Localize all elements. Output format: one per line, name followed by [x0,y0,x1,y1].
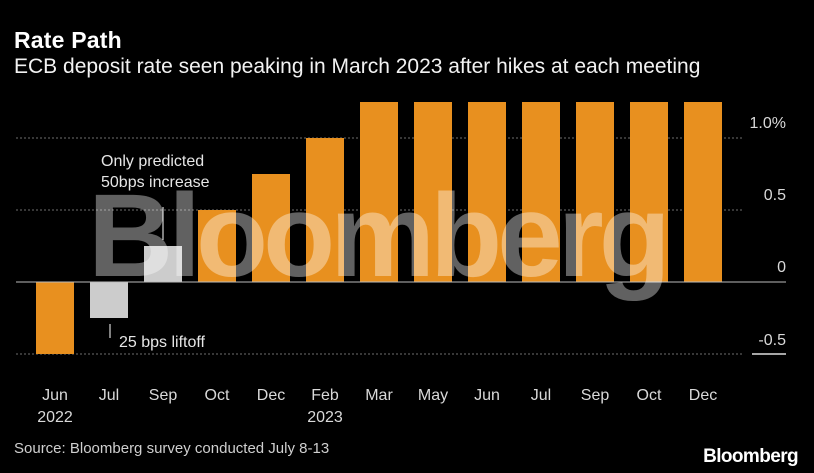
x-year-label: 2022 [37,409,73,426]
bar [90,282,128,318]
bar [684,102,722,282]
bar [630,102,668,282]
bar [306,138,344,282]
x-tick-label: Jul [99,387,119,404]
x-tick-label: Dec [689,387,717,404]
x-tick-label: Mar [365,387,393,404]
bar [522,102,560,282]
chart-subtitle: ECB deposit rate seen peaking in March 2… [14,55,701,78]
chart-title: Rate Path [14,27,122,53]
annotation-increase-line1: Only predicted [101,153,204,170]
x-tick-label: Dec [257,387,285,404]
annotation-increase-line2: 50bps increase [101,174,210,191]
x-tick-label: Jul [531,387,551,404]
bloomberg-logo: Bloomberg [703,446,798,467]
x-tick-label: Jun [474,387,500,404]
bar [414,102,452,282]
x-tick-label: Oct [205,387,230,404]
bar [360,102,398,282]
source-note: Source: Bloomberg survey conducted July … [14,440,330,457]
y-tick-label: -0.5 [758,332,786,349]
bar [576,102,614,282]
y-tick-label: 0.5 [764,187,786,204]
bar [198,210,236,282]
x-tick-label: Feb [311,387,339,404]
x-tick-label: May [418,387,448,404]
x-year-label: 2023 [307,409,343,426]
bar [468,102,506,282]
y-tick-label: 0 [777,259,786,276]
x-tick-label: Sep [581,387,610,404]
x-tick-label: Oct [637,387,662,404]
y-tick-label: 1.0% [750,115,786,132]
bar [252,174,290,282]
bar [36,282,74,354]
bloomberg-watermark: Bloomberg [88,170,666,302]
x-tick-label: Sep [149,387,178,404]
annotation-liftoff: 25 bps liftoff [119,334,206,351]
bar [144,246,182,282]
x-tick-label: Jun [42,387,68,404]
